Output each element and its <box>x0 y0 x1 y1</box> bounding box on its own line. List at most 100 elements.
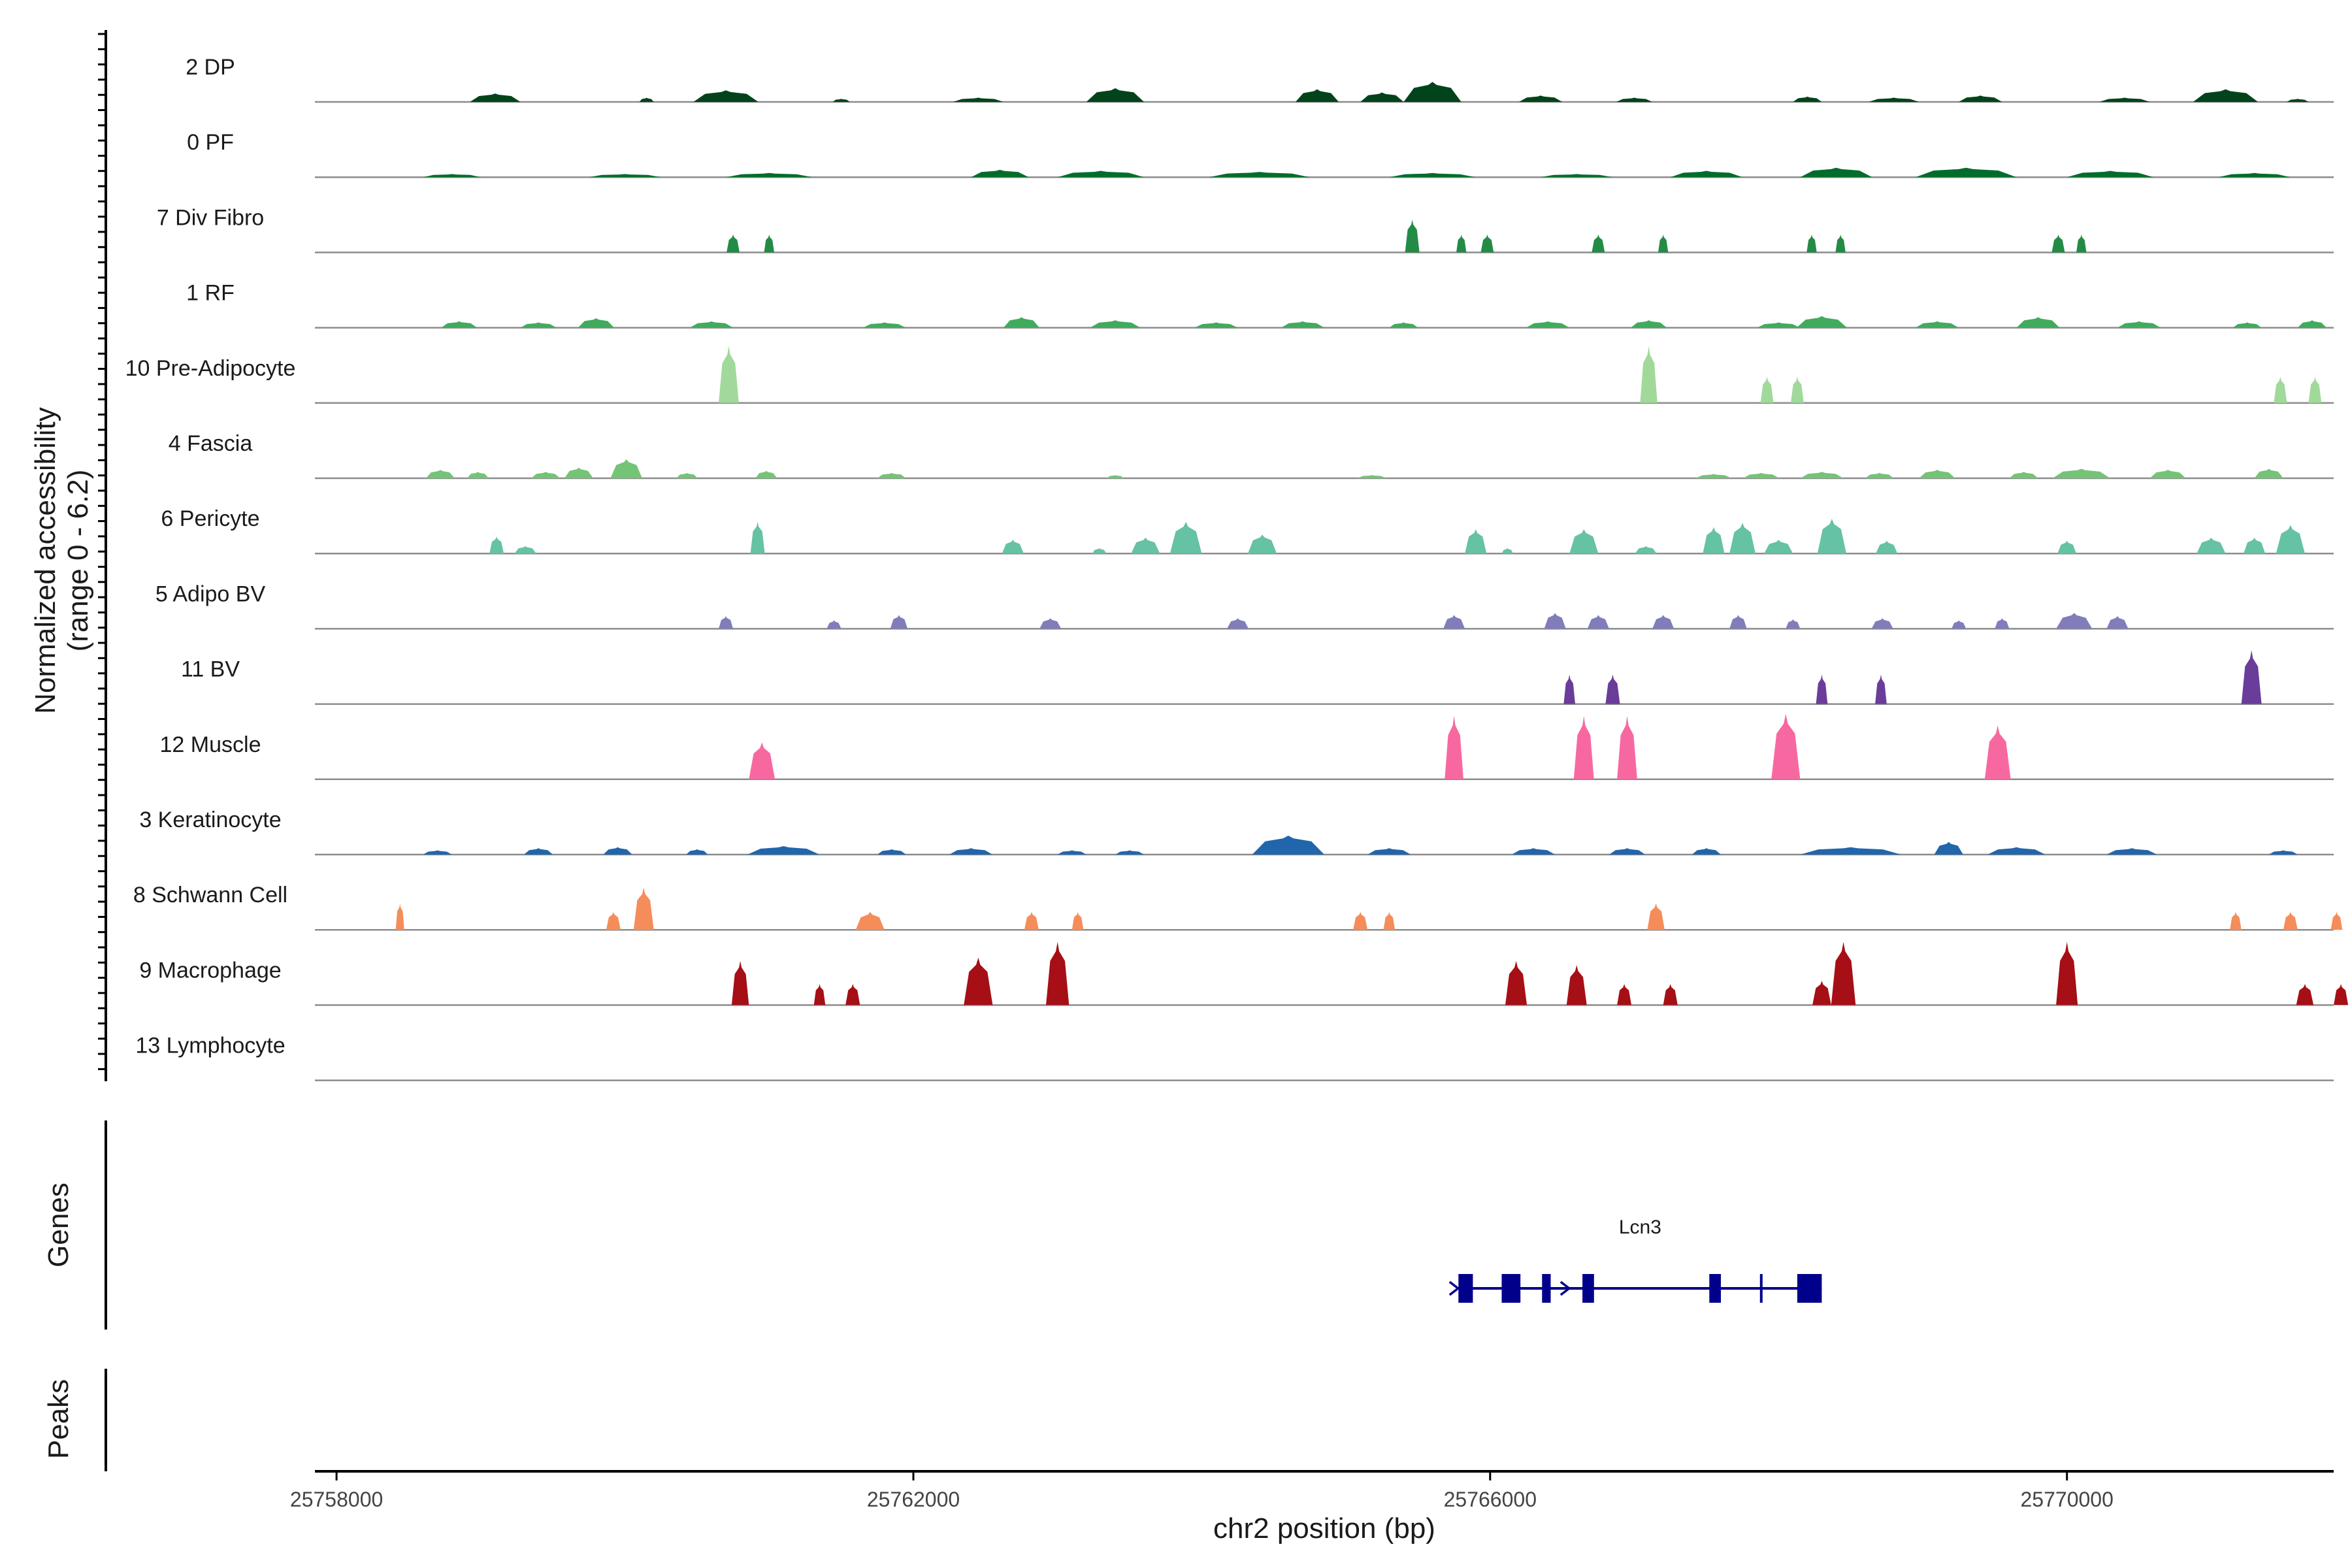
accessibility-peak <box>1771 713 1801 779</box>
accessibility-peak <box>1915 167 2017 178</box>
track-9: 11 BV <box>181 650 2334 705</box>
accessibility-peak <box>1831 941 1856 1005</box>
accessibility-peak <box>1934 841 1963 855</box>
track-label: 10 Pre-Adipocyte <box>125 356 296 381</box>
y-axis-title-line: Normalized accessibility <box>29 407 61 713</box>
track-label: 6 Pericyte <box>161 506 259 531</box>
track-label: 8 Schwann Cell <box>133 883 287 907</box>
genes-panel-title: Genes <box>42 1183 74 1267</box>
track-13: 9 Macrophage <box>139 941 2349 1006</box>
accessibility-peak <box>1652 615 1674 629</box>
track-label: 11 BV <box>181 657 240 682</box>
accessibility-peak <box>971 169 1029 178</box>
accessibility-peak <box>1605 674 1620 704</box>
accessibility-peak <box>949 848 993 855</box>
accessibility-peak <box>1875 674 1887 704</box>
accessibility-peak <box>1647 903 1665 930</box>
accessibility-peak <box>603 847 632 855</box>
accessibility-peak <box>1573 716 1594 779</box>
accessibility-peak <box>1800 472 1844 478</box>
accessibility-peak <box>1057 850 1086 855</box>
accessibility-peak <box>1281 321 1324 328</box>
accessibility-peak <box>466 472 489 478</box>
track-label: 5 Adipo BV <box>155 581 266 606</box>
accessibility-peak <box>2106 616 2129 629</box>
accessibility-peak <box>1617 984 1632 1005</box>
accessibility-peak <box>2009 472 2038 478</box>
accessibility-peak <box>686 849 708 855</box>
accessibility-peak <box>2051 235 2065 253</box>
accessibility-peak <box>964 957 993 1005</box>
track-2: 0 PF <box>187 130 2334 178</box>
accessibility-peak <box>1640 346 1658 403</box>
track-14: 13 Lymphocyte <box>135 1034 2334 1081</box>
peaks-panel-title: Peaks <box>42 1379 74 1459</box>
track-4: 1 RF <box>186 281 2334 329</box>
accessibility-peak <box>1544 613 1566 629</box>
accessibility-peak <box>1806 235 1817 253</box>
accessibility-peak <box>2297 320 2327 328</box>
accessibility-peak <box>1227 618 1249 629</box>
accessibility-peak <box>1248 534 1277 554</box>
accessibility-peak <box>1456 235 1467 253</box>
accessibility-peak <box>1360 92 1404 102</box>
accessibility-peak <box>1587 615 1609 629</box>
accessibility-peak <box>2308 376 2322 403</box>
accessibility-peak <box>1919 470 1955 478</box>
x-axis-ticks: 25758000 25762000 25766000 25770000 <box>290 1471 2114 1511</box>
accessibility-peak <box>578 318 614 328</box>
track-1: 2 DP <box>186 55 2334 103</box>
accessibility-peak <box>2056 941 2078 1005</box>
accessibility-peak <box>1501 548 1514 554</box>
accessibility-peak <box>1915 321 1959 328</box>
accessibility-peak <box>2117 321 2161 328</box>
track-11: 3 Keratinocyte <box>139 808 2334 856</box>
accessibility-peak <box>2232 322 2262 328</box>
accessibility-peak <box>750 521 765 554</box>
y-axis-ticks <box>98 33 106 1070</box>
gene-exon <box>1501 1274 1521 1303</box>
accessibility-peak <box>1405 220 1420 253</box>
gene-annotation-track: Lcn3 <box>1448 1217 1822 1303</box>
accessibility-peak <box>1086 88 1145 102</box>
track-10: 12 Muscle <box>160 713 2334 781</box>
track-label: 12 Muscle <box>160 732 261 757</box>
accessibility-peak <box>731 960 749 1005</box>
accessibility-peak <box>564 467 593 478</box>
x-tick-label: 25766000 <box>1444 1488 1537 1511</box>
accessibility-peak <box>2106 848 2157 855</box>
accessibility-peak <box>489 536 504 554</box>
accessibility-peak <box>1743 472 1780 478</box>
accessibility-peak <box>676 472 698 478</box>
accessibility-peak <box>1609 848 1646 855</box>
accessibility-peak <box>1194 322 1238 328</box>
accessibility-peak <box>826 620 841 629</box>
accessibility-peak <box>1635 546 1657 554</box>
track-label: 13 Lymphocyte <box>135 1034 285 1058</box>
accessibility-peak <box>1092 548 1107 554</box>
accessibility-peak <box>832 99 850 102</box>
accessibility-peak <box>1367 848 1411 855</box>
gene-exon <box>1709 1274 1721 1303</box>
accessibility-peak <box>524 848 553 855</box>
accessibility-peak <box>1002 540 1024 554</box>
accessibility-peak <box>1663 984 1678 1005</box>
accessibility-peak <box>877 849 906 855</box>
accessibility-peak <box>2218 172 2291 178</box>
accessibility-peak <box>1617 716 1637 779</box>
accessibility-peak <box>755 470 777 478</box>
accessibility-peak <box>1800 167 1872 178</box>
x-tick-label: 25762000 <box>867 1488 960 1511</box>
accessibility-peak <box>1984 725 2011 779</box>
accessibility-peak <box>2066 171 2154 178</box>
accessibility-peak <box>1812 981 1831 1005</box>
accessibility-peak <box>1757 322 1801 328</box>
accessibility-peak <box>1383 911 1396 930</box>
accessibility-peak <box>395 903 404 930</box>
accessibility-peak <box>1445 716 1463 779</box>
accessibility-peak <box>2056 613 2093 629</box>
accessibility-peak <box>1295 89 1339 102</box>
x-tick-label: 25758000 <box>290 1488 383 1511</box>
accessibility-peak <box>1106 475 1124 478</box>
accessibility-peak <box>1511 848 1556 855</box>
